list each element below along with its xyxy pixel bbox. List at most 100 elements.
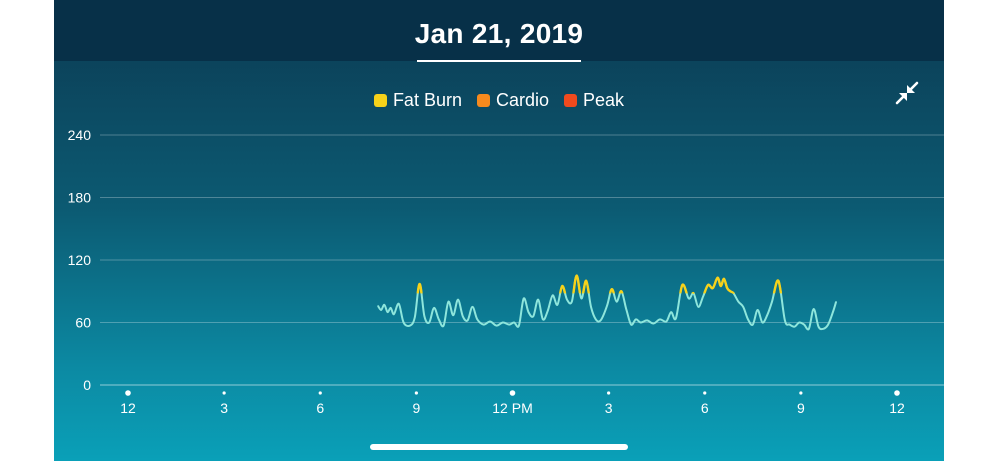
- x-tick-dot: [894, 390, 900, 396]
- heart-rate-point: [561, 285, 563, 287]
- heart-rate-point: [635, 318, 637, 320]
- heart-rate-point: [808, 328, 810, 330]
- heart-rate-point: [606, 305, 608, 307]
- legend-item-peak: Peak: [564, 90, 624, 111]
- heart-rate-point: [784, 319, 786, 322]
- grid-lines: [100, 134, 944, 386]
- heart-rate-point: [692, 292, 695, 294]
- heart-rate-point: [377, 305, 379, 307]
- heart-rate-point: [414, 316, 416, 318]
- heart-rate-point: [580, 297, 582, 300]
- heart-rate-point: [386, 311, 389, 313]
- legend-swatch-fat-burn: [373, 94, 387, 107]
- x-tick-label: 3: [605, 400, 613, 416]
- heart-rate-point: [832, 311, 834, 313]
- heart-rate-point: [452, 314, 454, 316]
- heart-rate-point: [752, 323, 754, 326]
- heart-rate-point: [670, 311, 672, 313]
- heart-rate-point: [789, 323, 791, 326]
- heart-rate-point: [747, 318, 749, 320]
- heart-rate-point: [489, 320, 491, 323]
- y-tick-label: 240: [68, 127, 92, 143]
- x-tick-dot: [799, 391, 803, 395]
- chart-legend: Fat Burn Cardio Peak: [54, 90, 944, 111]
- legend-item-fat-burn: Fat Burn: [373, 90, 462, 111]
- heart-rate-point: [556, 304, 558, 306]
- x-tick-dot: [318, 391, 322, 395]
- heart-rate-point: [483, 323, 485, 326]
- heart-rate-point: [585, 280, 587, 282]
- heart-rate-point: [712, 287, 714, 289]
- heart-rate-point: [462, 315, 464, 317]
- heart-rate-point: [742, 306, 744, 308]
- heart-rate-point: [438, 318, 440, 320]
- collapse-arrows-icon[interactable]: [894, 80, 920, 106]
- heart-rate-point: [537, 298, 539, 301]
- heart-rate-point: [590, 306, 592, 308]
- x-tick-label: 12: [889, 400, 905, 416]
- heart-rate-point: [390, 307, 392, 309]
- heart-rate-point: [423, 315, 425, 317]
- legend-label-fat-burn: Fat Burn: [392, 90, 462, 110]
- x-tick-dot: [509, 390, 516, 396]
- x-tick-dot: [125, 390, 131, 396]
- x-tick-dot: [414, 391, 418, 395]
- heart-rate-point: [571, 301, 573, 303]
- heart-rate-point: [380, 309, 382, 311]
- x-tick-label: 9: [412, 400, 420, 416]
- legend-label-cardio: Cardio: [495, 90, 550, 110]
- heart-rate-point: [542, 318, 544, 320]
- heart-rate-point: [737, 301, 739, 303]
- heart-rate-point: [659, 318, 661, 320]
- heart-rate-point: [616, 301, 618, 303]
- x-tick-label: 12: [120, 400, 136, 416]
- heart-rate-point: [471, 306, 474, 308]
- y-tick-labels: 0 60 120 180 240: [68, 127, 92, 393]
- heart-rate-point: [702, 295, 704, 298]
- heart-rate-point: [720, 285, 722, 287]
- heart-rate-point: [383, 304, 385, 306]
- heart-rate-point: [611, 288, 613, 290]
- heart-rate-point: [640, 321, 642, 324]
- heart-rate-point: [518, 325, 520, 327]
- date-title[interactable]: Jan 21, 2019: [414, 18, 584, 49]
- heart-rate-point: [393, 313, 395, 315]
- heart-rate-point: [630, 323, 632, 326]
- x-tick-dot: [703, 391, 707, 395]
- heart-rate-point: [513, 321, 515, 324]
- heart-rate-point: [551, 294, 554, 297]
- x-tick-label: 3: [220, 400, 228, 416]
- heart-rate-point: [447, 301, 450, 303]
- legend-swatch-peak: [564, 94, 578, 107]
- legend-swatch-cardio: [476, 94, 490, 107]
- heart-rate-point: [766, 314, 768, 316]
- y-tick-label: 120: [68, 252, 92, 268]
- heart-rate-point: [817, 326, 820, 328]
- heart-rate-point: [523, 297, 525, 300]
- heart-rate-point: [532, 315, 534, 317]
- heart-rate-point: [646, 319, 648, 322]
- home-indicator[interactable]: [370, 444, 628, 450]
- x-axis: 12 3 6 9 12 PM 3 6 9 12: [120, 390, 905, 416]
- heart-rate-point: [467, 319, 469, 322]
- heart-rate-point: [508, 323, 510, 326]
- heart-rate-point: [681, 284, 683, 286]
- x-tick-label: 6: [316, 400, 324, 416]
- heart-rate-point: [793, 326, 796, 328]
- heart-rate-point: [409, 325, 411, 327]
- heart-rate-point: [418, 283, 421, 285]
- heart-rate-point: [476, 318, 478, 320]
- heart-rate-point: [502, 321, 504, 324]
- heart-rate-point: [729, 290, 731, 292]
- heart-rate-point: [600, 319, 602, 322]
- heart-rate-point: [716, 277, 719, 279]
- heart-rate-point: [457, 298, 459, 301]
- heart-rate-point: [835, 301, 837, 303]
- heart-rate-point: [547, 310, 549, 312]
- heart-rate-point: [428, 321, 430, 324]
- heart-rate-point: [433, 307, 435, 309]
- x-tick-label: 9: [797, 400, 805, 416]
- heart-rate-point: [707, 284, 709, 286]
- heart-rate-point: [771, 301, 773, 303]
